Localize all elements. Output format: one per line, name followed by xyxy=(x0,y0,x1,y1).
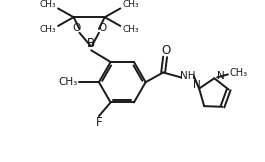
Text: N: N xyxy=(217,71,225,81)
Text: O: O xyxy=(161,44,171,57)
Text: CH₃: CH₃ xyxy=(230,68,248,78)
Text: NH: NH xyxy=(180,71,195,81)
Text: B: B xyxy=(87,37,95,50)
Text: O: O xyxy=(99,23,107,33)
Text: CH₃: CH₃ xyxy=(39,25,56,34)
Text: CH₃: CH₃ xyxy=(122,0,139,9)
Text: CH₃: CH₃ xyxy=(39,0,56,9)
Text: CH₃: CH₃ xyxy=(122,25,139,34)
Text: F: F xyxy=(96,116,102,129)
Text: CH₃: CH₃ xyxy=(58,77,77,87)
Text: N: N xyxy=(193,80,201,90)
Text: O: O xyxy=(72,23,81,33)
